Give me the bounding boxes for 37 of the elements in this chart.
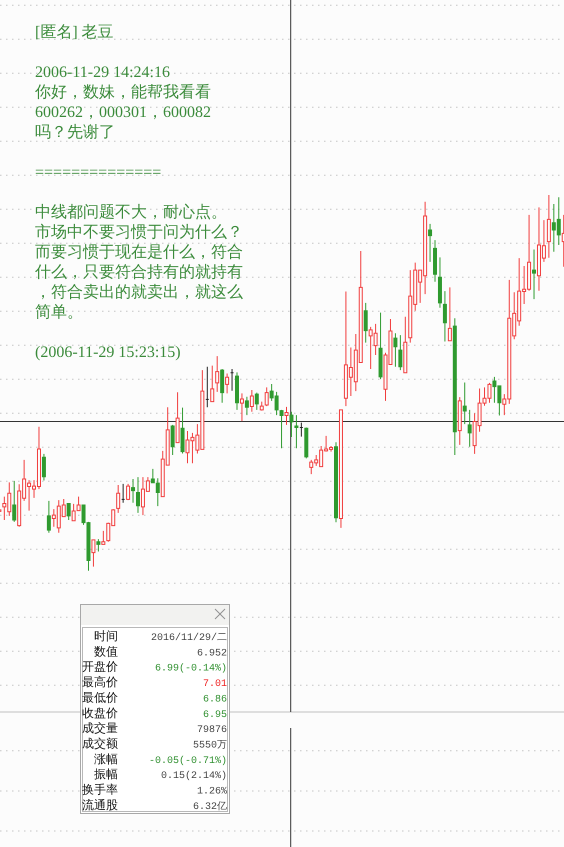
text: -0.05(-0.71%): [148, 754, 227, 767]
text: 600262，000301，600082: [35, 104, 211, 121]
text: 成交量: [82, 721, 118, 736]
annotation: 什么，只要符合持有的就持有: [34, 263, 243, 281]
annotation: ，符合卖出的就卖出，就这么: [35, 283, 243, 301]
text: 吗？先谢了: [35, 123, 115, 141]
annotation: (2006-11-29 15:23:15): [35, 344, 181, 361]
text: 你好，数妹，能帮我看看: [34, 83, 211, 101]
text: 6.32亿: [192, 800, 227, 813]
text: 0.15(2.14%): [160, 770, 227, 782]
annotation: 而要习惯于现在是什么，符合: [35, 243, 243, 261]
annotation: 中线都问题不大，耐心点。: [35, 203, 227, 221]
text: 6.952: [196, 648, 227, 660]
annotation: 市场中不要习惯于问为什么？: [35, 223, 243, 241]
text: 最高价: [82, 675, 118, 690]
text: 流通股: [82, 798, 118, 812]
text: 2016/11/29/二: [150, 632, 227, 644]
text: ==============: [35, 164, 162, 181]
text: 6.99(-0.14%): [154, 662, 227, 675]
text: 数值: [94, 644, 118, 658]
text: 最低价: [82, 690, 118, 704]
text: 成交额: [82, 736, 118, 751]
annotation: 简单。: [35, 303, 83, 321]
text: 7.01: [202, 679, 227, 690]
text: 1.26%: [196, 786, 227, 798]
text: 5550万: [192, 740, 227, 752]
text: 振幅: [94, 767, 118, 782]
text: 收盘价: [82, 706, 118, 720]
text: 2006-11-29 14:24:16: [35, 64, 170, 81]
text: 时间: [94, 629, 118, 643]
text: 换手率: [82, 782, 118, 797]
text: 开盘价: [82, 660, 118, 674]
text: [匿名] 老豆: [35, 23, 114, 41]
text: 6.86: [202, 694, 227, 706]
text: 涨幅: [94, 752, 118, 766]
text: 79876: [196, 725, 227, 736]
text: 6.95: [202, 710, 227, 721]
